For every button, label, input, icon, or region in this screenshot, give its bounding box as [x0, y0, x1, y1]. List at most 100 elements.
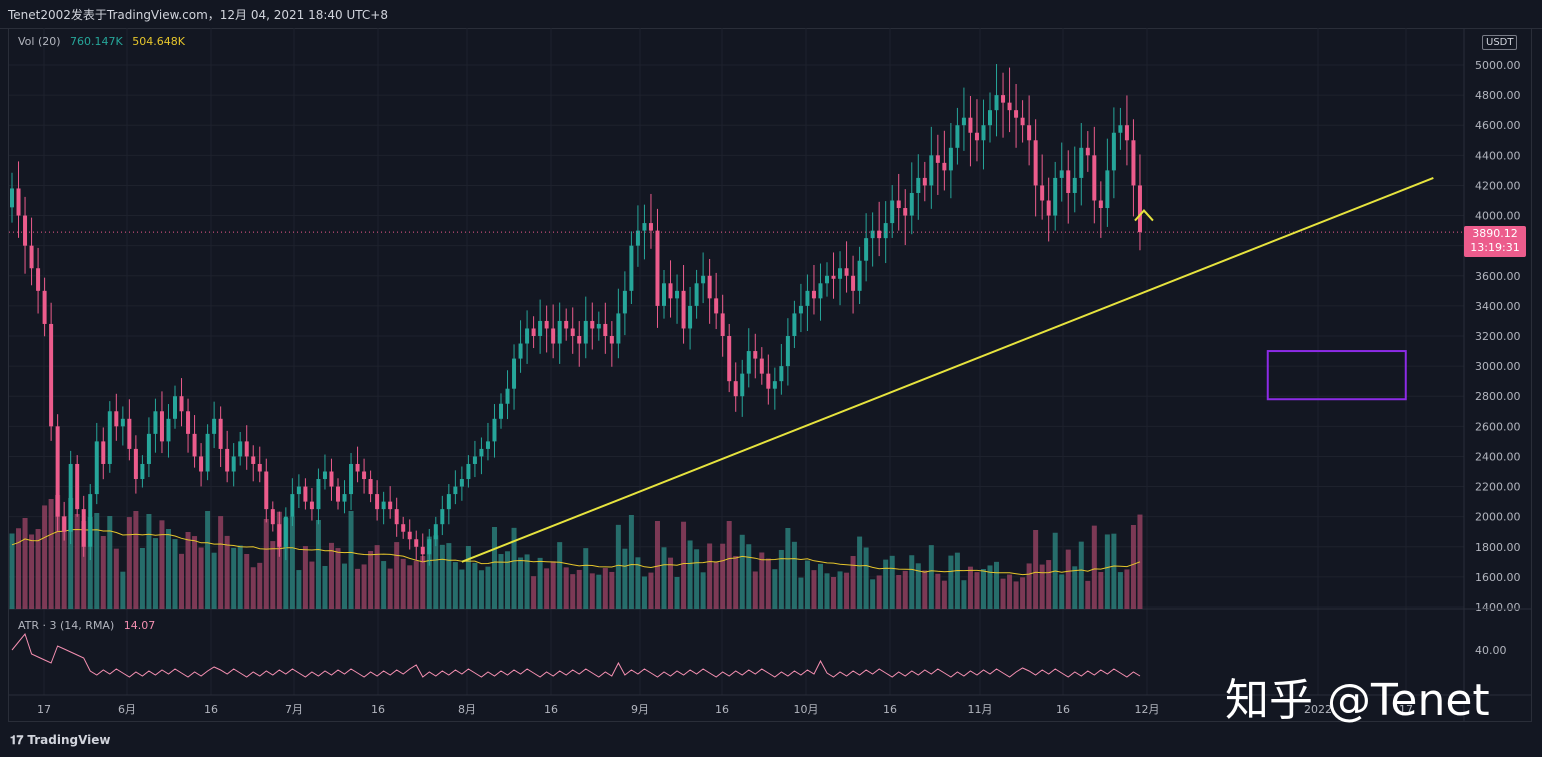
- candle: [825, 275, 829, 284]
- candle: [225, 448, 230, 472]
- candle: [62, 516, 67, 532]
- volume-bar: [857, 536, 863, 609]
- chart-panel[interactable]: [8, 28, 1532, 722]
- candle: [877, 230, 882, 239]
- time-tick-label: 17: [37, 703, 51, 716]
- candle: [583, 320, 588, 344]
- volume-bar: [1059, 574, 1065, 609]
- volume-bar: [387, 568, 393, 609]
- candle: [166, 418, 171, 442]
- candle: [505, 388, 510, 404]
- volume-bar: [478, 570, 484, 609]
- candle: [668, 283, 673, 299]
- candle: [577, 336, 582, 344]
- candle: [420, 546, 425, 555]
- time-tick-label: 8月: [458, 703, 476, 716]
- volume-bar: [342, 563, 348, 609]
- volume-bar: [1033, 530, 1039, 609]
- volume-bar: [811, 570, 817, 609]
- volume-bar: [791, 541, 797, 609]
- candle: [609, 336, 614, 344]
- atr-label: ATR · 3 (14, RMA): [18, 619, 115, 632]
- candle: [635, 230, 640, 246]
- volume-bar: [250, 567, 256, 609]
- candle: [459, 479, 464, 487]
- candle: [590, 320, 595, 329]
- volume-bar: [1104, 534, 1110, 609]
- volume-bar: [759, 552, 765, 609]
- volume-bar: [589, 573, 595, 609]
- time-tick-label: 16: [1056, 703, 1070, 716]
- volume-bar: [746, 544, 752, 609]
- volume-bar: [837, 571, 843, 609]
- volume-bar: [778, 549, 784, 609]
- candle: [648, 223, 653, 231]
- tradingview-logo[interactable]: 𝟏𝟕 TradingView: [10, 733, 111, 748]
- currency-badge[interactable]: USDT: [1482, 35, 1518, 50]
- volume-bar: [165, 529, 171, 609]
- volume-bar: [524, 554, 530, 609]
- volume-bar: [974, 572, 980, 609]
- candle: [622, 290, 627, 314]
- time-tick-label: 12月: [1135, 703, 1160, 716]
- volume-bar: [948, 555, 954, 609]
- volume-bar: [1000, 578, 1006, 609]
- chevron-marker: [1134, 209, 1154, 222]
- volume-bar: [980, 569, 986, 609]
- volume-label: Vol (20): [18, 35, 61, 48]
- volume-bar: [407, 565, 413, 609]
- volume-legend: Vol (20) 760.147K 504.648K: [18, 35, 185, 48]
- candle: [16, 188, 21, 216]
- volume-bar: [205, 511, 211, 609]
- volume-bar: [928, 545, 934, 609]
- candle: [903, 208, 908, 216]
- candle: [1001, 95, 1006, 103]
- volume-bar: [126, 517, 132, 609]
- candle: [1040, 185, 1045, 201]
- candle: [681, 290, 686, 329]
- candle: [316, 479, 321, 510]
- candle: [753, 351, 758, 359]
- last-price-tag: 3890.12 13:19:31: [1464, 226, 1526, 257]
- price-tick-label: 2600.00: [1475, 420, 1521, 433]
- candle: [270, 509, 275, 525]
- volume-bar: [622, 548, 628, 609]
- volume-bar: [674, 576, 680, 609]
- volume-value: 760.147K: [70, 35, 123, 48]
- candle: [231, 456, 236, 472]
- price-tick-label: 2800.00: [1475, 390, 1521, 403]
- volume-bar: [889, 555, 895, 609]
- volume-bar: [192, 536, 198, 609]
- volume-bar: [276, 511, 282, 609]
- candle: [1111, 132, 1116, 171]
- candle: [955, 125, 960, 148]
- candle: [42, 290, 47, 324]
- atr-axis-label: 40.00: [1475, 644, 1507, 657]
- candle: [81, 509, 86, 547]
- volume-bar: [1013, 581, 1019, 609]
- volume-bar: [68, 498, 74, 609]
- candle: [844, 268, 849, 276]
- volume-bar: [733, 555, 739, 609]
- volume-bar: [1117, 572, 1123, 609]
- candle: [342, 494, 347, 502]
- atr-legend: ATR · 3 (14, RMA) 14.07: [18, 619, 155, 632]
- candle: [714, 298, 719, 314]
- volume-bar: [1130, 525, 1136, 609]
- candle: [36, 268, 41, 291]
- volume-bar: [726, 521, 732, 609]
- volume-bar: [883, 559, 889, 609]
- candle: [994, 95, 999, 111]
- price-tick-label: 4200.00: [1475, 179, 1521, 192]
- volume-bar: [902, 570, 908, 609]
- volume-bar: [661, 547, 667, 609]
- bar-countdown: 13:19:31: [1470, 241, 1520, 254]
- candle: [629, 245, 634, 291]
- candle: [55, 426, 60, 517]
- candle: [531, 328, 536, 336]
- volume-bar: [1124, 569, 1130, 609]
- volume-bar: [570, 574, 576, 609]
- candle: [173, 396, 177, 419]
- volume-bar: [48, 499, 54, 609]
